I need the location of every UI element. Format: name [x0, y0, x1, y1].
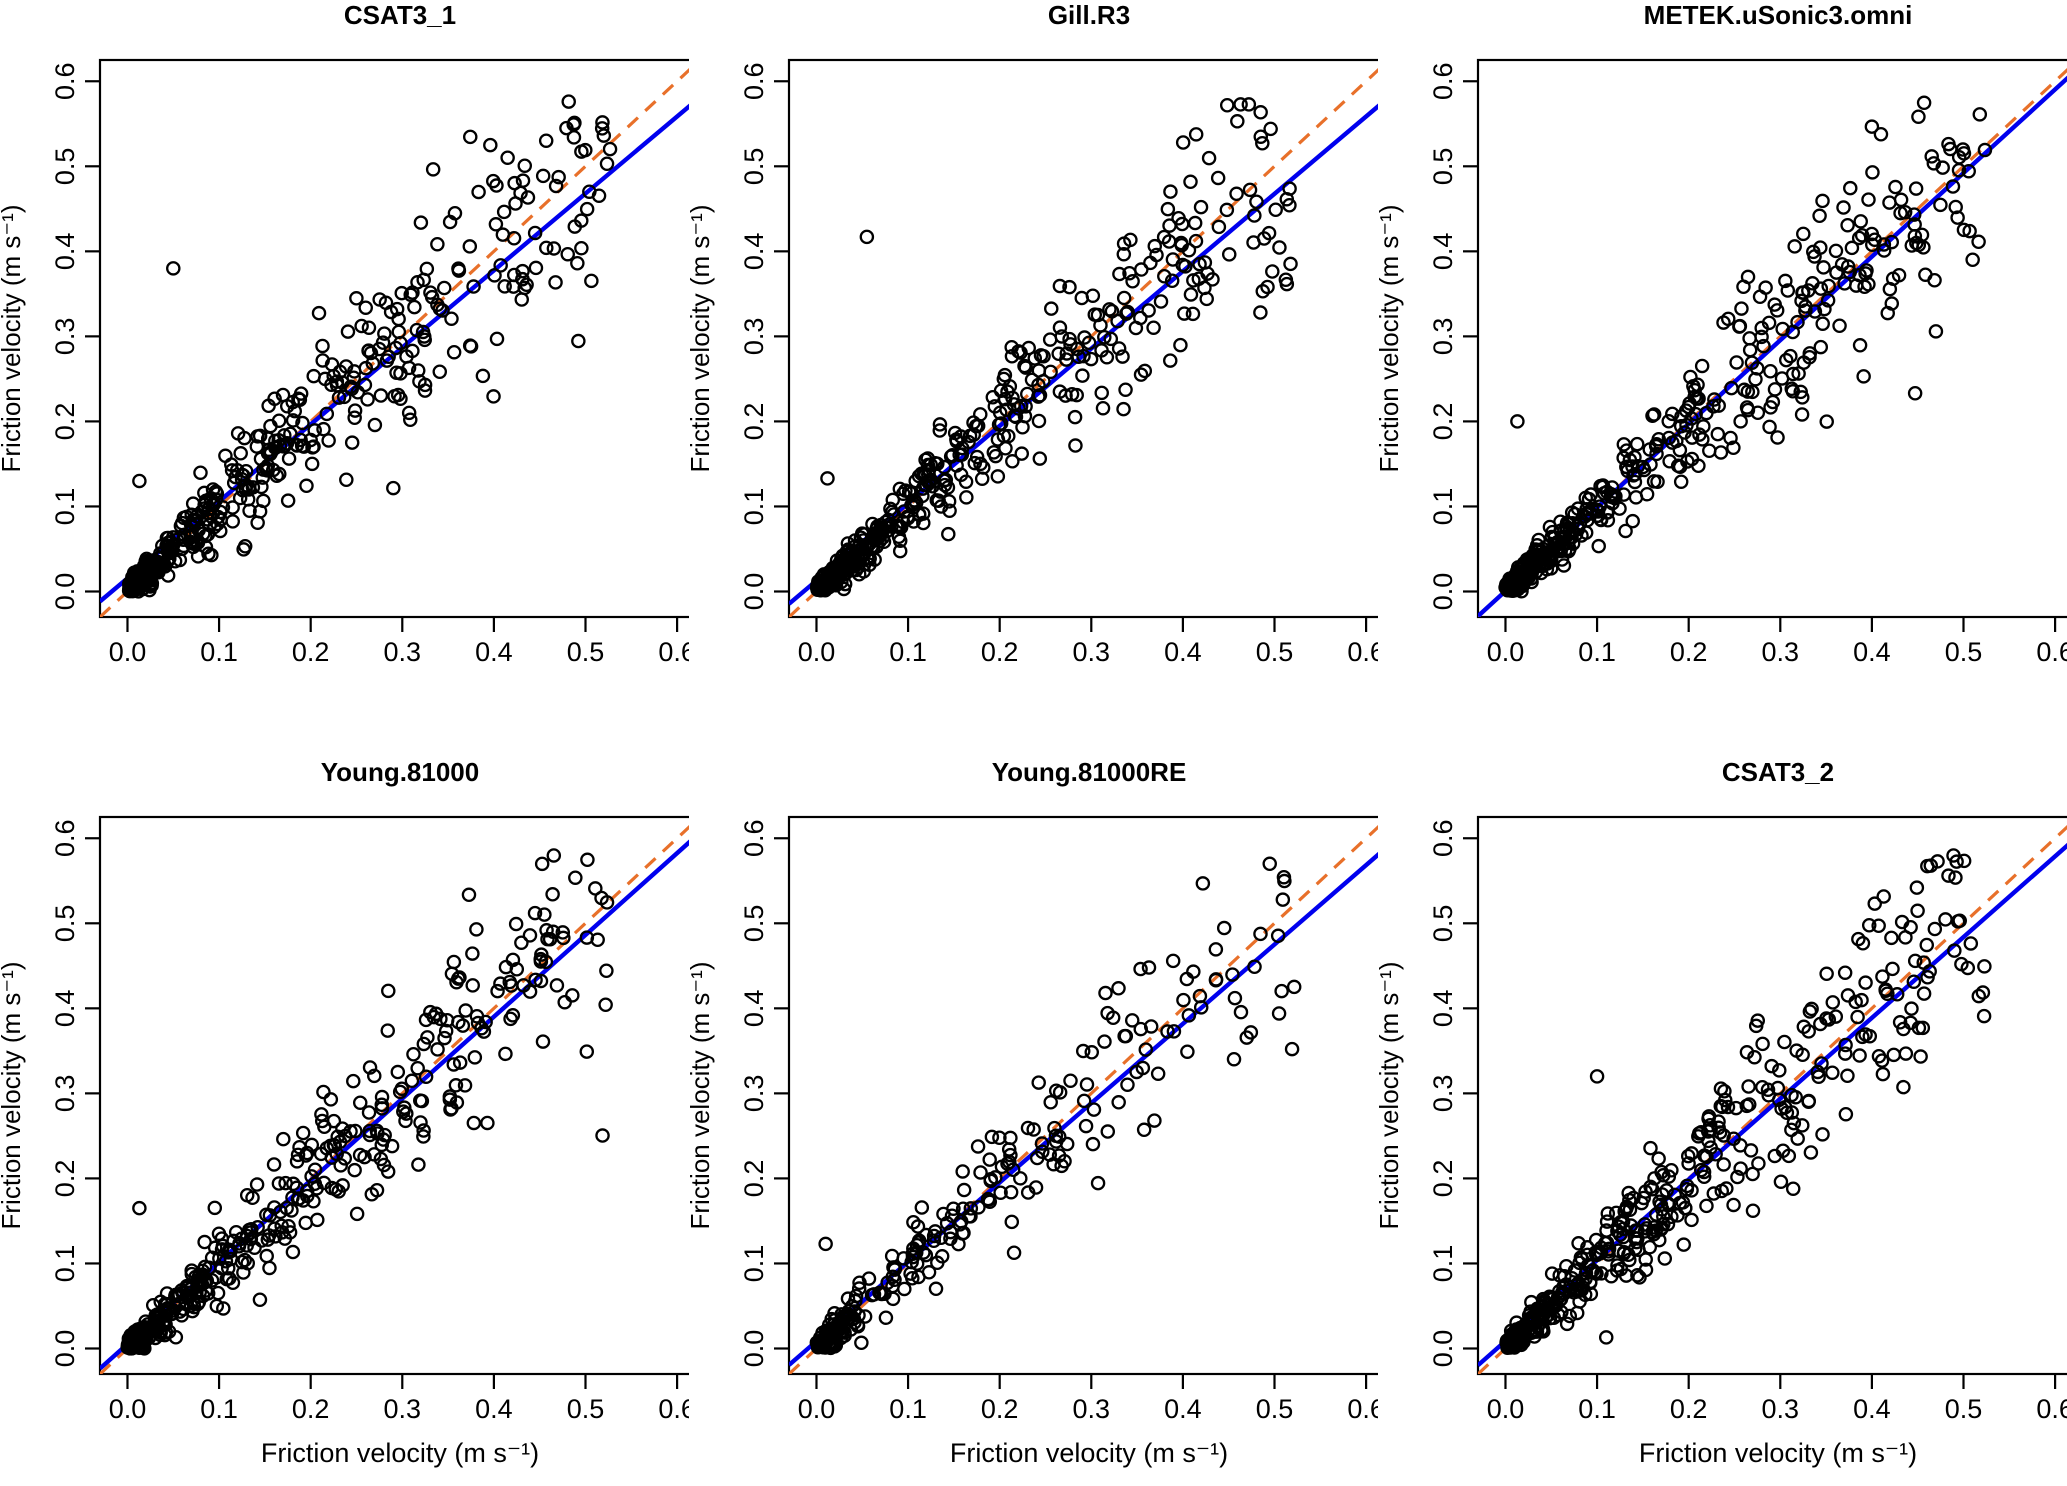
svg-text:0.5: 0.5: [1428, 905, 1458, 943]
svg-text:0.6: 0.6: [50, 819, 80, 857]
svg-text:Gill.R3: Gill.R3: [1048, 0, 1130, 30]
svg-text:METEK.uSonic3.omni: METEK.uSonic3.omni: [1644, 0, 1913, 30]
svg-text:0.2: 0.2: [739, 403, 769, 441]
svg-text:0.5: 0.5: [739, 148, 769, 186]
svg-text:0.3: 0.3: [50, 1075, 80, 1113]
svg-text:0.0: 0.0: [109, 637, 147, 667]
svg-text:0.2: 0.2: [1428, 403, 1458, 441]
svg-text:0.4: 0.4: [1428, 990, 1458, 1028]
svg-text:0.4: 0.4: [739, 233, 769, 271]
svg-text:0.0: 0.0: [1428, 573, 1458, 611]
svg-text:0.2: 0.2: [981, 1394, 1019, 1424]
svg-text:0.6: 0.6: [2036, 1394, 2067, 1424]
svg-text:0.6: 0.6: [658, 637, 689, 667]
svg-text:0.3: 0.3: [1762, 1394, 1800, 1424]
svg-text:0.5: 0.5: [50, 905, 80, 943]
svg-text:0.4: 0.4: [739, 990, 769, 1028]
svg-text:0.6: 0.6: [739, 62, 769, 100]
svg-text:0.6: 0.6: [658, 1394, 689, 1424]
svg-text:Friction velocity (m s⁻¹): Friction velocity (m s⁻¹): [689, 962, 715, 1230]
svg-text:0.2: 0.2: [50, 403, 80, 441]
svg-text:0.2: 0.2: [292, 637, 330, 667]
svg-text:0.2: 0.2: [50, 1160, 80, 1198]
svg-text:0.4: 0.4: [50, 233, 80, 271]
svg-text:Friction velocity (m s⁻¹): Friction velocity (m s⁻¹): [950, 1438, 1228, 1468]
svg-text:0.4: 0.4: [475, 637, 513, 667]
svg-text:0.2: 0.2: [1670, 1394, 1708, 1424]
svg-text:0.0: 0.0: [739, 573, 769, 611]
svg-text:CSAT3_1: CSAT3_1: [344, 0, 456, 30]
svg-text:Friction velocity (m s⁻¹): Friction velocity (m s⁻¹): [1378, 205, 1404, 473]
svg-text:Friction velocity (m s⁻¹): Friction velocity (m s⁻¹): [0, 962, 26, 1230]
svg-text:0.5: 0.5: [1945, 637, 1983, 667]
svg-text:0.1: 0.1: [739, 488, 769, 526]
svg-text:0.5: 0.5: [1428, 148, 1458, 186]
svg-text:0.2: 0.2: [292, 1394, 330, 1424]
svg-text:0.1: 0.1: [1578, 637, 1616, 667]
svg-text:0.3: 0.3: [1762, 637, 1800, 667]
svg-text:0.6: 0.6: [739, 819, 769, 857]
svg-text:0.1: 0.1: [889, 637, 927, 667]
svg-text:0.3: 0.3: [739, 1075, 769, 1113]
svg-text:0.0: 0.0: [50, 573, 80, 611]
svg-text:CSAT3_2: CSAT3_2: [1722, 757, 1834, 787]
svg-text:0.0: 0.0: [798, 637, 836, 667]
svg-text:0.4: 0.4: [1164, 637, 1202, 667]
svg-text:0.2: 0.2: [739, 1160, 769, 1198]
svg-text:0.5: 0.5: [1256, 1394, 1294, 1424]
svg-text:Friction velocity (m s⁻¹): Friction velocity (m s⁻¹): [689, 205, 715, 473]
svg-text:0.1: 0.1: [889, 1394, 927, 1424]
svg-text:0.6: 0.6: [50, 62, 80, 100]
svg-text:0.6: 0.6: [1428, 819, 1458, 857]
svg-text:0.2: 0.2: [981, 637, 1019, 667]
svg-text:0.1: 0.1: [200, 637, 238, 667]
svg-text:0.0: 0.0: [1428, 1330, 1458, 1368]
svg-text:Friction velocity (m s⁻¹): Friction velocity (m s⁻¹): [1639, 1438, 1917, 1468]
svg-text:Friction velocity (m s⁻¹): Friction velocity (m s⁻¹): [261, 1438, 539, 1468]
svg-text:Friction velocity (m s⁻¹): Friction velocity (m s⁻¹): [0, 205, 26, 473]
svg-text:0.1: 0.1: [1428, 1245, 1458, 1283]
svg-text:Young.81000RE: Young.81000RE: [992, 757, 1187, 787]
svg-text:0.5: 0.5: [739, 905, 769, 943]
svg-text:0.4: 0.4: [475, 1394, 513, 1424]
svg-text:0.5: 0.5: [1256, 637, 1294, 667]
svg-text:0.3: 0.3: [384, 1394, 422, 1424]
svg-text:0.3: 0.3: [1428, 318, 1458, 356]
svg-text:0.0: 0.0: [739, 1330, 769, 1368]
svg-text:0.3: 0.3: [50, 318, 80, 356]
svg-text:Friction velocity (m s⁻¹): Friction velocity (m s⁻¹): [1378, 962, 1404, 1230]
svg-text:0.5: 0.5: [1945, 1394, 1983, 1424]
svg-text:0.4: 0.4: [50, 990, 80, 1028]
svg-text:0.0: 0.0: [798, 1394, 836, 1424]
svg-text:0.4: 0.4: [1853, 1394, 1891, 1424]
svg-text:0.6: 0.6: [1428, 62, 1458, 100]
svg-text:0.4: 0.4: [1853, 637, 1891, 667]
svg-text:0.6: 0.6: [2036, 637, 2067, 667]
svg-text:Young.81000: Young.81000: [321, 757, 479, 787]
svg-text:0.1: 0.1: [50, 1245, 80, 1283]
svg-text:0.3: 0.3: [1073, 1394, 1111, 1424]
svg-text:0.0: 0.0: [1487, 637, 1525, 667]
svg-text:0.6: 0.6: [1347, 1394, 1378, 1424]
svg-text:0.1: 0.1: [50, 488, 80, 526]
svg-text:0.4: 0.4: [1164, 1394, 1202, 1424]
svg-text:0.0: 0.0: [1487, 1394, 1525, 1424]
svg-text:0.5: 0.5: [50, 148, 80, 186]
svg-text:0.5: 0.5: [567, 1394, 605, 1424]
svg-text:0.3: 0.3: [1428, 1075, 1458, 1113]
svg-text:0.3: 0.3: [384, 637, 422, 667]
svg-text:0.5: 0.5: [567, 637, 605, 667]
svg-text:0.1: 0.1: [1428, 488, 1458, 526]
svg-text:0.2: 0.2: [1670, 637, 1708, 667]
svg-text:0.1: 0.1: [1578, 1394, 1616, 1424]
svg-text:0.0: 0.0: [50, 1330, 80, 1368]
svg-text:0.3: 0.3: [1073, 637, 1111, 667]
svg-text:0.0: 0.0: [109, 1394, 147, 1424]
svg-text:0.1: 0.1: [200, 1394, 238, 1424]
svg-text:0.4: 0.4: [1428, 233, 1458, 271]
svg-text:0.6: 0.6: [1347, 637, 1378, 667]
svg-text:0.2: 0.2: [1428, 1160, 1458, 1198]
svg-text:0.3: 0.3: [739, 318, 769, 356]
svg-text:0.1: 0.1: [739, 1245, 769, 1283]
